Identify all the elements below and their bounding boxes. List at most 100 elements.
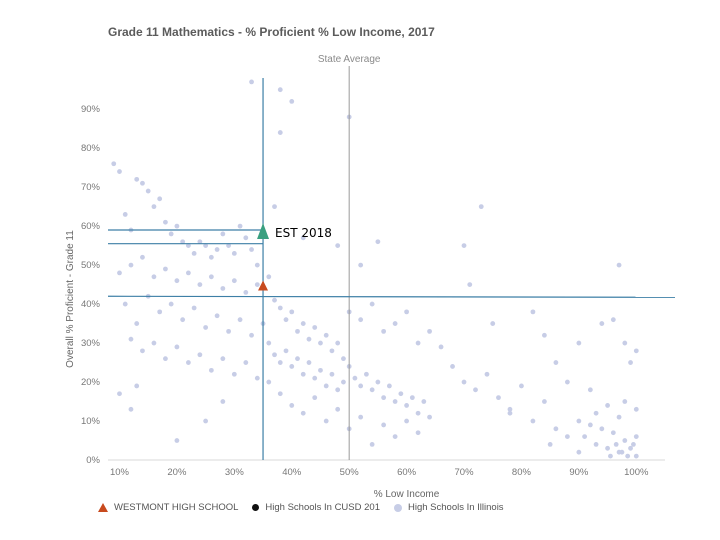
data-point [185,270,191,276]
data-point [283,317,289,323]
data-point [610,430,616,436]
data-point [272,352,277,358]
data-point [191,305,197,311]
data-point [392,321,398,326]
data-point [392,434,398,440]
data-point [576,418,582,424]
data-point [180,239,186,245]
data-point [490,321,496,326]
triangle-icon [98,503,108,512]
data-point [341,356,346,362]
y-tick-label: 50% [81,260,101,271]
data-point [381,395,387,401]
chart-title: Grade 11 Mathematics - % Proficient % Lo… [108,25,435,39]
data-point [358,383,364,389]
est-2018-annotation: EST 2018 [275,226,332,240]
legend-item-cusd: High Schools In CUSD 201 [252,502,380,513]
data-point [289,364,295,369]
data-point [140,180,145,186]
data-point [392,399,398,404]
y-tick-label: 90% [81,104,101,115]
data-point [277,360,283,365]
data-point [622,438,628,443]
data-point [542,332,547,338]
legend: WESTMONT HIGH SCHOOL High Schools In CUS… [98,502,518,513]
data-point [185,360,191,365]
data-point [168,231,174,237]
data-point [163,266,168,272]
data-point [312,375,318,381]
data-point [163,356,168,362]
data-point [593,410,599,416]
data-point [613,442,619,447]
data-point [409,395,415,401]
data-point [168,301,174,307]
data-point [249,79,254,85]
data-point [208,274,214,280]
x-tick-label: 60% [397,467,417,478]
y-tick-label: 30% [81,338,101,349]
data-point [300,410,306,416]
data-point [237,317,243,323]
data-point [335,243,341,249]
data-point [599,321,605,326]
data-point [197,352,203,358]
x-tick-label: 40% [282,467,302,478]
data-point [507,410,513,416]
data-point [191,251,197,256]
data-point [122,301,128,307]
data-point [369,442,375,447]
data-point [461,379,467,385]
data-point [117,270,122,276]
data-point [157,309,163,315]
data-point [576,340,582,346]
data-point [553,426,559,432]
data-point [300,371,306,377]
data-point [203,243,209,249]
data-point [197,239,203,245]
data-point [111,161,117,167]
data-point [323,383,329,389]
data-point [576,449,582,455]
data-point [415,430,421,436]
reference-line-horizontal [107,295,676,298]
data-point [254,375,260,381]
data-point [628,360,633,365]
data-point [243,289,249,295]
data-point [174,278,180,284]
data-point [335,387,341,393]
data-point [398,391,404,397]
x-tick-label: 90% [569,467,589,478]
x-tick-label: 70% [455,467,475,478]
data-point [478,204,484,210]
data-point [628,445,633,451]
data-point [415,340,421,346]
data-point [214,247,220,252]
data-point [364,371,369,377]
data-point [323,332,329,338]
data-point [427,328,432,334]
data-point [633,453,639,459]
data-point [174,223,180,229]
data-point [329,371,335,377]
data-point [266,340,272,346]
data-point [180,317,186,323]
data-point [117,391,122,397]
data-point [542,399,547,404]
y-tick-label: 0% [86,455,100,466]
y-axis-label: Overall % Proficient - Grade 11 [65,230,76,368]
est-2018-marker [257,222,270,239]
data-point [605,445,610,451]
data-point [157,196,163,202]
data-point [625,453,631,459]
y-tick-label: 70% [81,182,101,193]
data-point [163,219,168,225]
legend-label-westmont: WESTMONT HIGH SCHOOL [114,502,239,513]
data-point [254,282,260,287]
data-point [496,395,501,401]
data-point [587,387,593,393]
y-tick-label: 60% [81,221,101,232]
data-point [185,243,191,249]
data-point [226,328,231,334]
